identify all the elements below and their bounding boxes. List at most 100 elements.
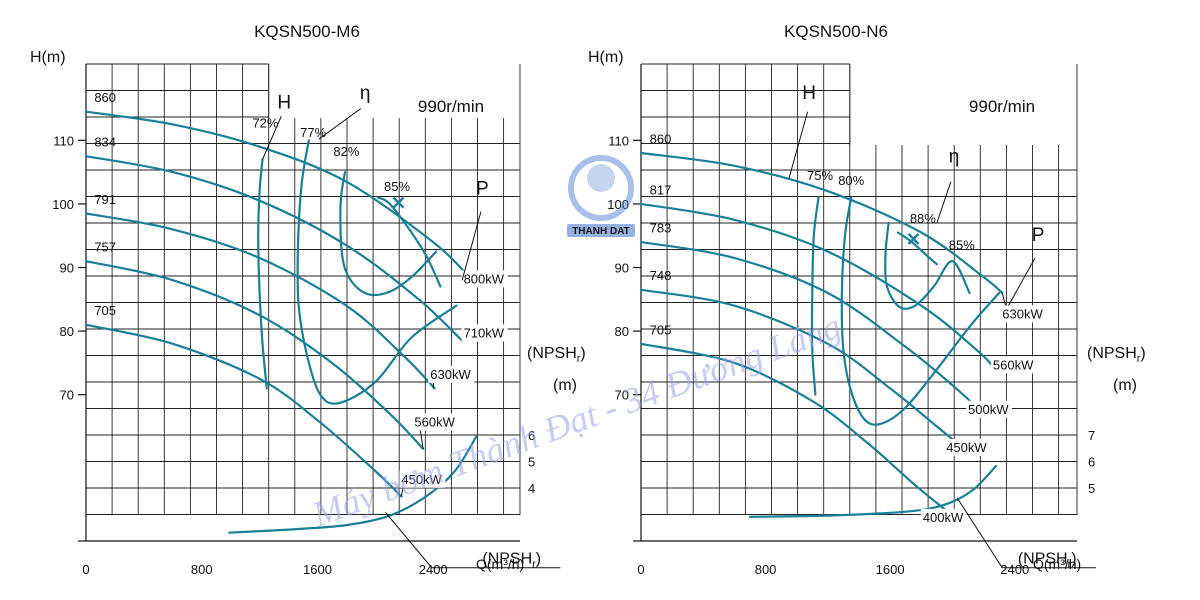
npsh-curve-label: (NPSHr) (482, 550, 541, 570)
curve-marker-label: H (802, 83, 816, 104)
efficiency-curve-80pct (840, 196, 1001, 426)
x-tick-label: 2400 (1000, 562, 1029, 577)
impeller-diameter-label: 860 (650, 132, 672, 147)
efficiency-curve-82pct (339, 171, 438, 297)
chart-panel-2: KQSN500-N6H(m)Q(m³/h)990r/min(NPSHr)(m)7… (588, 22, 1146, 577)
y-tick-label: 70 (615, 388, 629, 403)
efficiency-label: 80% (838, 173, 864, 188)
power-label-bg (412, 413, 459, 431)
npsh-subscript: r (1068, 558, 1072, 570)
power-label: 800kW (464, 271, 505, 286)
power-label-bg (399, 470, 446, 488)
grid (86, 63, 521, 515)
npsh-axis-label: (NPSHr) (527, 345, 586, 365)
npsh-leader (956, 497, 1096, 569)
efficiency-curve-88pct (896, 231, 938, 266)
efficiency-curve-85pct (377, 196, 442, 288)
curve-marker-leader (936, 181, 952, 224)
efficiency-curve-75pct (810, 196, 820, 396)
x-tick-label: 2400 (419, 562, 448, 577)
chart-panel-1: KQSN500-M6H(m)Q(m³/h)990r/min(NPSHr)(m)7… (30, 22, 586, 577)
efficiency-label: 82% (333, 144, 359, 159)
x-tick-label: 800 (755, 562, 777, 577)
impeller-diameter-label: 748 (650, 268, 672, 283)
npsh-unit-label: (m) (553, 377, 577, 394)
npsh-tick-label: 6 (1088, 455, 1095, 470)
curve-marker-label: η (360, 83, 371, 104)
impeller-diameter-label: 834 (94, 135, 116, 150)
efficiency-curve-77pct (296, 139, 458, 405)
head-curve-834 (84, 155, 464, 342)
npsh-subscript: r (1137, 353, 1141, 365)
efficiency-label: 85% (949, 238, 975, 253)
speed-label: 990r/min (418, 97, 484, 116)
impeller-diameter-label: 860 (94, 90, 116, 105)
impeller-diameter-label: 783 (650, 221, 672, 236)
curve-marker-label: H (277, 93, 291, 114)
efficiency-curve-72pct (257, 158, 268, 390)
curve-marker-leader (262, 115, 282, 160)
npsh-curve (228, 435, 478, 534)
logo-gear-ring (568, 155, 634, 221)
curves (84, 110, 478, 534)
logo-text: THANH DAT (572, 226, 630, 237)
y-tick-label: 90 (60, 261, 74, 276)
curve-marker-leader (788, 111, 809, 179)
y-tick-label: 70 (60, 388, 74, 403)
y-tick-label: 80 (615, 324, 629, 339)
y-tick-label: 110 (608, 133, 629, 148)
npsh-close-paren: ) (1140, 345, 1145, 362)
npsh-tick-label: 4 (528, 481, 535, 496)
power-label-bg (990, 356, 1037, 374)
y-tick-label: 100 (52, 197, 74, 212)
efficiency-label: 85% (384, 179, 410, 194)
power-label: 630kW (430, 367, 471, 382)
npsh-subscript: r (577, 353, 581, 365)
npsh-tick-label: 5 (1088, 481, 1095, 496)
y-axis-label: H(m) (588, 49, 624, 66)
x-tick-label: 1600 (303, 562, 332, 577)
x-tick-label: 800 (191, 562, 213, 577)
x-tick-label: 0 (82, 562, 89, 577)
y-tick-label: 90 (615, 261, 629, 276)
grid (641, 63, 1078, 515)
npsh-axis-label: (NPSHr) (1087, 345, 1146, 365)
npsh-tick-label: 6 (528, 428, 535, 443)
efficiency-label: 77% (300, 125, 326, 140)
head-curve-705 (639, 342, 946, 511)
x-tick-label: 0 (637, 562, 644, 577)
y-tick-label: 110 (53, 133, 74, 148)
head-curve-757 (84, 260, 425, 450)
head-curve-860 (84, 110, 471, 279)
y-tick-label: 80 (60, 324, 74, 339)
efficiency-label: 72% (252, 116, 278, 131)
impeller-diameter-label: 705 (94, 303, 116, 318)
power-label-bg (920, 508, 967, 526)
y-axis-label: H(m) (30, 49, 66, 66)
power-label: 630kW (1002, 306, 1043, 321)
curve-marker-label: η (949, 147, 960, 168)
npsh-close-paren: ) (1071, 550, 1076, 567)
npsh-curve-label: (NPSHr) (1018, 550, 1077, 570)
power-label: 400kW (923, 510, 964, 525)
curve-marker-leader (461, 211, 482, 281)
npsh-unit-label: (m) (1113, 377, 1137, 394)
best-efficiency-marker (392, 196, 405, 209)
efficiency-label: 75% (807, 168, 833, 183)
power-label: 500kW (968, 402, 1009, 417)
power-label-bg (461, 270, 508, 288)
watermark-logo: THANH DAT (567, 155, 635, 237)
npsh-close-paren: ) (536, 550, 541, 567)
efficiency-curve-85pct (884, 221, 971, 310)
power-label: 450kW (401, 472, 442, 487)
chart-title: KQSN500-M6 (254, 22, 360, 41)
power-label-bg (428, 365, 475, 383)
npsh-tick-label: 5 (528, 455, 535, 470)
power-label: 710kW (464, 325, 505, 340)
curves (639, 151, 1004, 518)
curve-marker-label: P (1032, 225, 1045, 246)
speed-label: 990r/min (969, 97, 1035, 116)
power-label: 560kW (993, 357, 1034, 372)
curve-marker-leader (1008, 257, 1036, 306)
